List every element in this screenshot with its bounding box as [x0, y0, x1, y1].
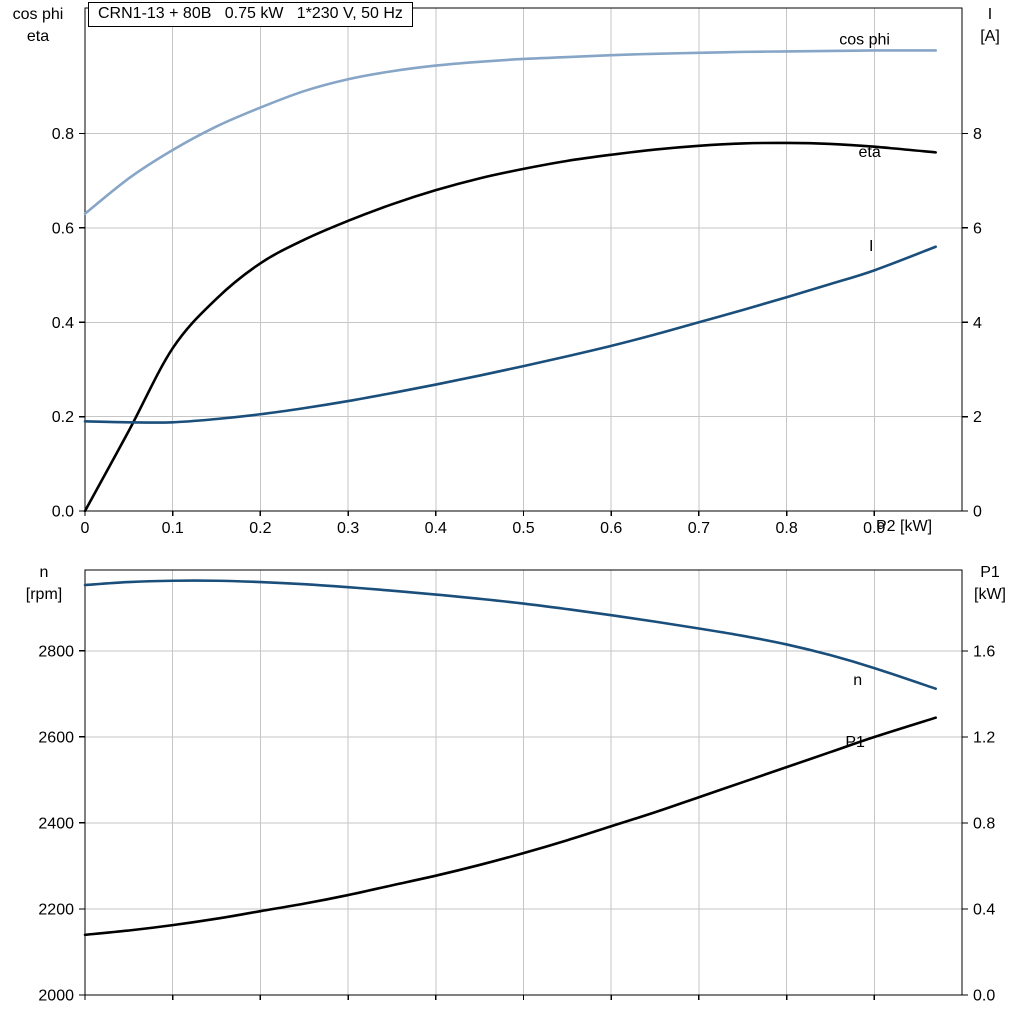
svg-text:0.8: 0.8 — [52, 126, 74, 143]
axis-label-eta: eta — [26, 28, 50, 45]
svg-text:0.2: 0.2 — [249, 520, 271, 537]
x-axis-unit-label: P2 [kW] — [876, 518, 933, 535]
svg-text:2400: 2400 — [38, 815, 74, 832]
svg-text:n: n — [853, 672, 862, 689]
bottom-chart-right-axis-title: P1 [kW] — [962, 562, 1018, 606]
axis-label-speed: n — [39, 564, 49, 581]
svg-text:eta: eta — [859, 144, 881, 161]
svg-text:1.2: 1.2 — [973, 730, 995, 747]
svg-text:I: I — [869, 238, 873, 255]
svg-text:0.3: 0.3 — [337, 520, 359, 537]
axis-label-p1: P1 — [980, 564, 1000, 581]
svg-text:0.4: 0.4 — [973, 902, 995, 919]
svg-text:1.6: 1.6 — [973, 644, 995, 661]
svg-text:0.4: 0.4 — [52, 315, 74, 332]
svg-text:4: 4 — [973, 315, 982, 332]
top-chart-right-axis-title: I [A] — [964, 4, 1016, 48]
svg-text:0.1: 0.1 — [162, 520, 184, 537]
svg-text:0.4: 0.4 — [425, 520, 447, 537]
svg-text:P1: P1 — [845, 734, 865, 751]
svg-text:2200: 2200 — [38, 901, 74, 918]
chart-title-box: CRN1-13 + 80B 0.75 kW 1*230 V, 50 Hz — [88, 2, 413, 27]
svg-text:6: 6 — [973, 220, 982, 237]
svg-text:2: 2 — [973, 409, 982, 426]
svg-text:2600: 2600 — [38, 729, 74, 746]
svg-text:0.5: 0.5 — [512, 520, 534, 537]
svg-text:0.6: 0.6 — [52, 220, 74, 237]
svg-text:0: 0 — [973, 504, 982, 521]
svg-text:0.0: 0.0 — [973, 988, 995, 1005]
svg-text:0: 0 — [81, 520, 90, 537]
svg-text:0.6: 0.6 — [600, 520, 622, 537]
svg-text:0.2: 0.2 — [52, 409, 74, 426]
svg-text:2000: 2000 — [38, 988, 74, 1005]
axis-label-current: I — [987, 6, 993, 23]
svg-text:2800: 2800 — [38, 643, 74, 660]
svg-text:0.8: 0.8 — [973, 816, 995, 833]
svg-text:cos phi: cos phi — [839, 31, 890, 48]
axis-label-current-unit: [A] — [980, 28, 1000, 45]
svg-text:0.8: 0.8 — [775, 520, 797, 537]
top-chart-left-axis-title: cos phi eta — [4, 4, 72, 48]
svg-text:8: 8 — [973, 126, 982, 143]
svg-text:0.7: 0.7 — [688, 520, 710, 537]
axis-label-p1-unit: [kW] — [974, 586, 1006, 603]
axis-label-speed-unit: [rpm] — [25, 586, 63, 603]
svg-text:0.0: 0.0 — [52, 504, 74, 521]
axis-label-cos-phi: cos phi — [12, 6, 64, 23]
bottom-chart-left-axis-title: n [rpm] — [16, 562, 72, 606]
svg-text:0.9: 0.9 — [863, 520, 885, 537]
